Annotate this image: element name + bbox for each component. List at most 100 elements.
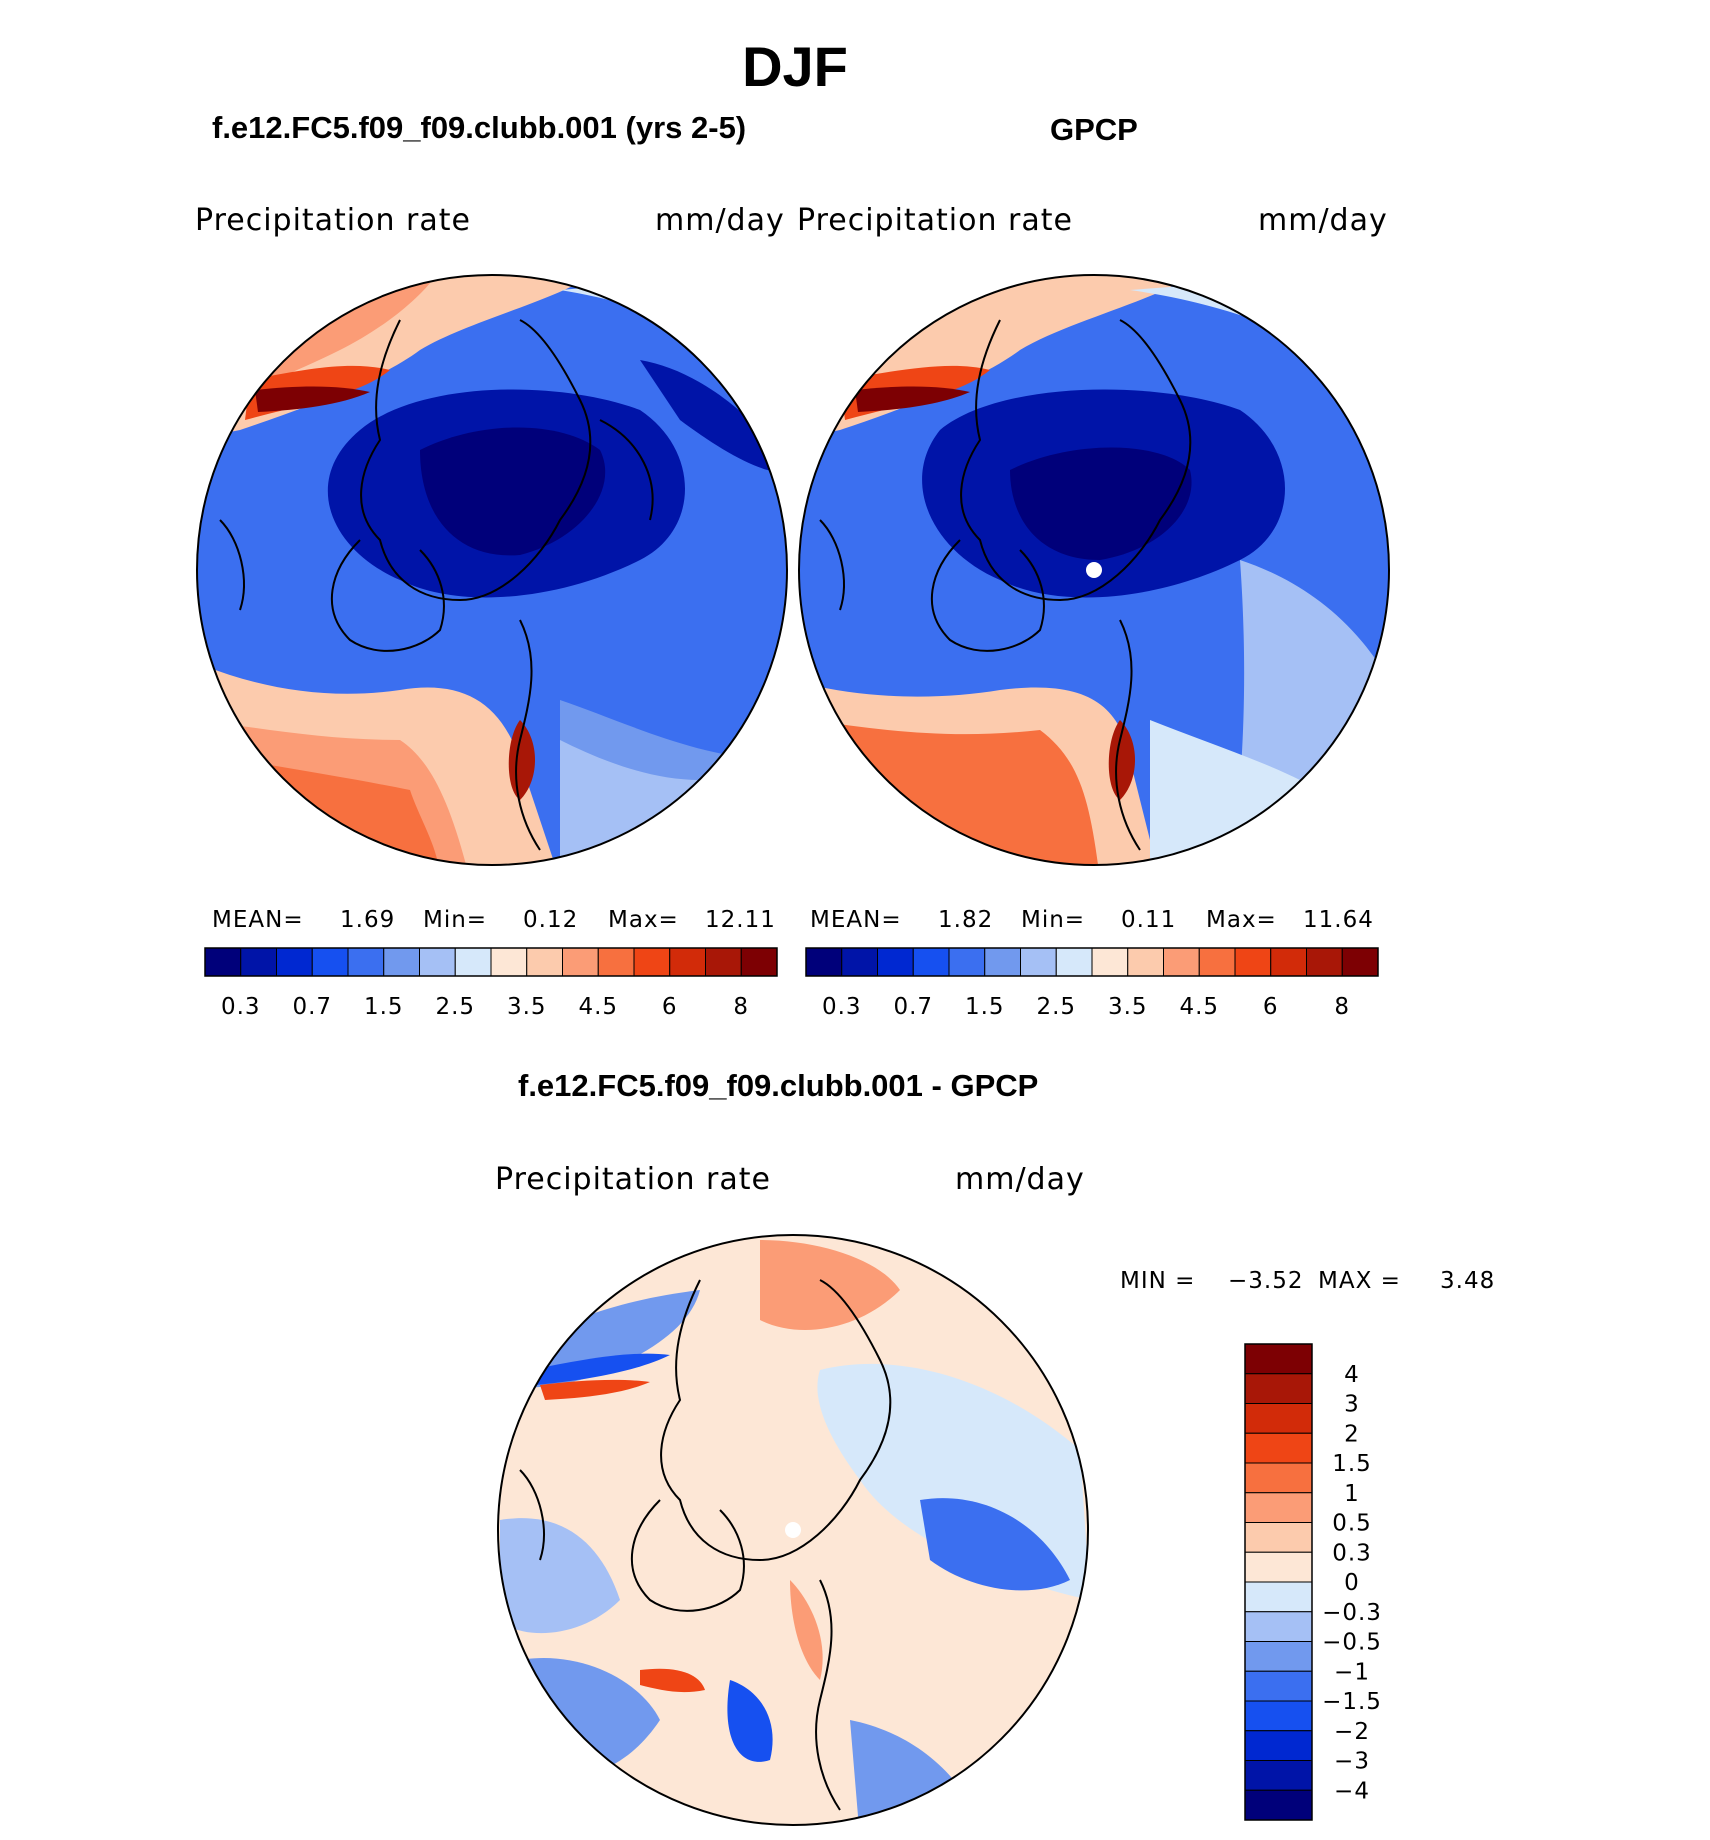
model-units-label: mm/day	[655, 203, 785, 238]
obs-units-label: mm/day	[1258, 203, 1388, 238]
obs-colorbar-swatch-3	[912, 947, 950, 977]
obs-colorbar-tick-label: 8	[1334, 994, 1350, 1020]
obs-colorbar-swatch-11	[1198, 947, 1236, 977]
obs-colorbar-swatch-8	[1091, 947, 1129, 977]
diff-colorbar-swatch-11	[1244, 1670, 1313, 1702]
model-colorbar-swatch-0	[204, 947, 242, 977]
diff-variable-label: Precipitation rate	[495, 1162, 771, 1197]
model-colorbar-swatch-1	[240, 947, 277, 977]
diff-colorbar-tick-label: −3	[1334, 1749, 1370, 1775]
diff-colorbar-tick-label: 3	[1344, 1392, 1360, 1418]
model-colorbar-tick-label: 8	[733, 994, 749, 1020]
model-colorbar-tick-label: 6	[662, 994, 678, 1020]
model-min-value: 0.12	[523, 907, 579, 933]
model-colorbar-swatch-9	[526, 947, 563, 977]
model-colorbar-swatch-3	[311, 947, 349, 977]
obs-max-label: Max=	[1206, 907, 1277, 933]
map-c-bering-wet	[760, 1240, 900, 1330]
diff-colorbar-swatch-8	[1244, 1581, 1313, 1613]
model-colorbar-tick-label: 0.7	[292, 994, 332, 1020]
model-colorbar-swatch-12	[633, 947, 671, 977]
obs-variable-label: Precipitation rate	[797, 203, 1073, 238]
obs-min-value: 0.11	[1121, 907, 1177, 933]
obs-colorbar-swatch-12	[1234, 947, 1272, 977]
map-c-labrador-wet	[640, 1668, 705, 1693]
obs-colorbar-tick-label: 2.5	[1036, 994, 1076, 1020]
model-colorbar-swatch-2	[276, 947, 313, 977]
diff-colorbar-swatch-2	[1244, 1403, 1313, 1434]
map-b-pole-mask	[1086, 562, 1102, 578]
obs-mean-value: 1.82	[938, 907, 994, 933]
diff-colorbar-swatch-5	[1244, 1492, 1313, 1523]
map-b-coastlines	[819, 319, 1192, 851]
model-min-label: Min=	[423, 907, 488, 933]
diff-map	[497, 1234, 1089, 1826]
obs-colorbar-swatch-15	[1341, 947, 1379, 977]
diff-colorbar-frame	[1244, 1343, 1313, 1821]
model-max-value: 12.11	[705, 907, 776, 933]
map-c-pacific-wet	[540, 1379, 650, 1400]
model-colorbar-swatch-7	[454, 947, 492, 977]
model-panel-title: f.e12.FC5.f09_f09.clubb.001 (yrs 2-5)	[212, 110, 747, 145]
diff-colorbar-tick-label: −0.5	[1322, 1630, 1382, 1656]
obs-colorbar-swatch-10	[1163, 947, 1200, 977]
obs-max-value: 11.64	[1303, 907, 1374, 933]
obs-colorbar: 0.3 0.7 1.5 2.5 3.5 4.5 6 8	[805, 947, 1379, 1020]
diff-colorbar-swatch-1	[1244, 1373, 1313, 1404]
diff-colorbar-tick-label: −2	[1334, 1719, 1370, 1745]
figure-title: DJF	[742, 35, 848, 98]
diff-colorbar-tick-label: −1.5	[1322, 1689, 1382, 1715]
map-c-greenland-wet	[790, 1580, 823, 1680]
map-c-outline	[497, 1234, 1089, 1826]
obs-colorbar-tick-label: 3.5	[1108, 994, 1148, 1020]
map-a-coastlines	[219, 319, 654, 851]
obs-mean-label: MEAN=	[810, 907, 902, 933]
diff-units-label: mm/day	[955, 1162, 1085, 1197]
map-c-coastlines	[519, 1279, 892, 1811]
model-colorbar-swatch-6	[419, 947, 456, 977]
obs-panel-title: GPCP	[1050, 112, 1138, 147]
diff-colorbar-tick-label: −4	[1334, 1778, 1370, 1804]
diff-min-value: −3.52	[1228, 1268, 1304, 1294]
diff-colorbar-tick-label: 0	[1344, 1570, 1360, 1596]
obs-colorbar-swatch-13	[1270, 947, 1307, 977]
obs-colorbar-swatch-5	[984, 947, 1021, 977]
map-b-pacific-core	[855, 386, 970, 412]
model-max-label: Max=	[608, 907, 679, 933]
model-colorbar-swatch-4	[347, 947, 385, 977]
obs-colorbar-swatch-4	[948, 947, 986, 977]
diff-colorbar-tick-label: 2	[1344, 1421, 1360, 1447]
obs-colorbar-swatch-14	[1306, 947, 1343, 977]
model-colorbar-swatch-13	[669, 947, 706, 977]
diff-colorbar-swatch-14	[1244, 1760, 1313, 1791]
obs-colorbar-frame	[805, 947, 1379, 977]
diff-min-label: MIN =	[1120, 1268, 1196, 1294]
map-c-pacific-dry-core	[530, 1353, 670, 1385]
diff-colorbar-swatch-15	[1244, 1789, 1313, 1821]
diff-colorbar-swatch-7	[1244, 1551, 1313, 1583]
model-colorbar-swatch-14	[705, 947, 742, 977]
map-b-outline	[798, 274, 1390, 866]
diff-colorbar-swatch-3	[1244, 1432, 1313, 1464]
obs-colorbar-tick-label: 0.7	[893, 994, 933, 1020]
obs-colorbar-swatch-7	[1055, 947, 1093, 977]
diff-colorbar-tick-label: 0.5	[1332, 1511, 1372, 1537]
diff-colorbar-tick-label: −1	[1334, 1659, 1370, 1685]
model-colorbar-swatch-15	[740, 947, 778, 977]
map-a-pacific-core	[255, 386, 370, 412]
map-a-outline	[196, 274, 788, 866]
diff-colorbar-tick-label: 4	[1344, 1362, 1360, 1388]
map-c-canada-light	[500, 1518, 620, 1634]
model-colorbar-tick-label: 2.5	[435, 994, 475, 1020]
model-colorbar-swatch-5	[383, 947, 420, 977]
map-c-iceland-dry	[727, 1680, 773, 1762]
diff-colorbar-swatch-12	[1244, 1700, 1313, 1732]
obs-colorbar-tick-label: 1.5	[965, 994, 1005, 1020]
diff-colorbar-tick-label: 0.3	[1332, 1540, 1372, 1566]
map-c-siberia-dry	[920, 1498, 1070, 1591]
model-colorbar-swatch-10	[562, 947, 599, 977]
obs-min-label: Min=	[1021, 907, 1086, 933]
diff-colorbar-swatch-13	[1244, 1730, 1313, 1761]
model-mean-label: MEAN=	[212, 907, 304, 933]
